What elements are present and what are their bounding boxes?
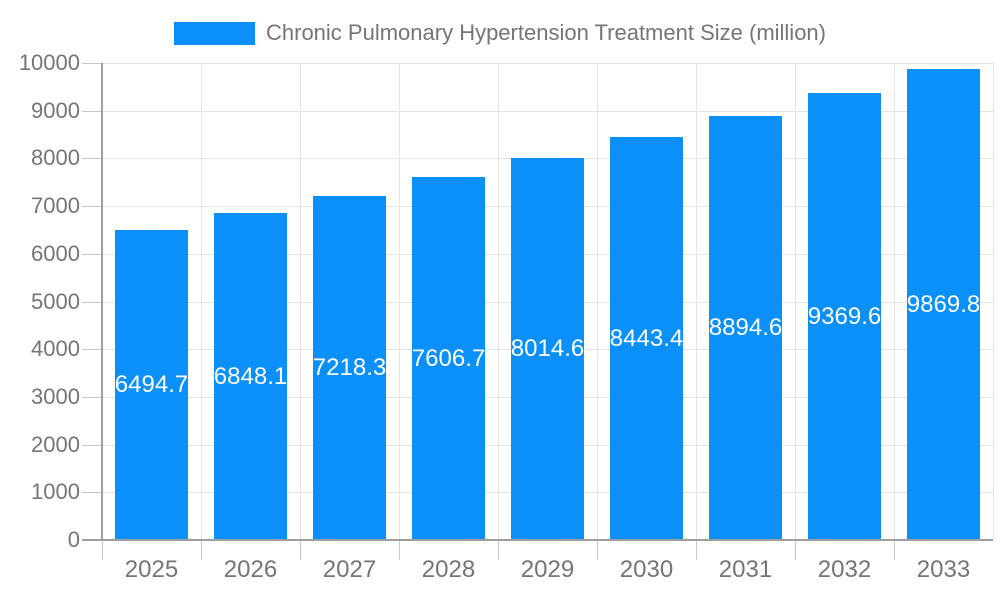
x-tick-label: 2032 (817, 556, 872, 583)
x-tick-label: 2033 (916, 556, 971, 583)
y-axis-tick (82, 397, 102, 398)
x-tick-label: 2031 (718, 556, 773, 583)
v-gridline (597, 63, 598, 540)
x-axis-tick (795, 540, 796, 560)
bar-2026[interactable] (214, 213, 287, 540)
bar-2029[interactable] (511, 158, 584, 540)
y-axis-tick (82, 445, 102, 446)
bar-2030[interactable] (610, 137, 683, 540)
x-axis-tick (894, 540, 895, 560)
bar-value-label: 7218.3 (312, 354, 387, 381)
v-gridline (795, 63, 796, 540)
bar-value-label: 6848.1 (213, 362, 288, 390)
x-axis-tick (498, 540, 499, 560)
x-axis-tick (300, 540, 301, 560)
bar-2033[interactable] (907, 69, 980, 540)
x-tick-label: 2028 (421, 556, 476, 583)
y-tick-label: 8000 (31, 145, 80, 170)
y-axis-tick (82, 302, 102, 303)
legend[interactable]: Chronic Pulmonary Hypertension Treatment… (0, 20, 1000, 46)
y-axis-line (101, 63, 103, 540)
y-tick-label: 9000 (31, 98, 80, 123)
x-tick-label: 2029 (520, 556, 575, 583)
y-axis-tick (82, 63, 102, 64)
bar-value-label: 8014.6 (510, 335, 585, 362)
bar-2032[interactable] (808, 93, 881, 540)
bar-value-label: 8443.4 (609, 324, 684, 352)
v-gridline (696, 63, 697, 540)
bar-value-label: 8894.6 (708, 314, 783, 341)
y-axis-tick (82, 111, 102, 112)
v-gridline (300, 63, 301, 540)
x-axis-line (82, 539, 993, 541)
bar-value-label: 9369.6 (807, 302, 882, 330)
bar-2027[interactable] (313, 196, 386, 540)
h-gridline (102, 63, 993, 64)
x-axis-tick (201, 540, 202, 560)
x-axis-tick (399, 540, 400, 560)
x-tick-label: 2030 (619, 556, 674, 583)
v-gridline (399, 63, 400, 540)
legend-label: Chronic Pulmonary Hypertension Treatment… (266, 20, 826, 45)
bar-2031[interactable] (709, 116, 782, 540)
y-axis-tick (82, 349, 102, 350)
v-gridline (993, 63, 994, 540)
y-axis-tick (82, 158, 102, 159)
h-gridline (102, 111, 993, 112)
y-tick-label: 6000 (31, 241, 80, 266)
bar-value-label: 6494.7 (114, 371, 189, 398)
y-tick-label: 4000 (31, 336, 80, 361)
y-tick-label: 2000 (31, 432, 80, 457)
y-axis-tick (82, 206, 102, 207)
v-gridline (894, 63, 895, 540)
x-tick-label: 2025 (124, 556, 179, 583)
y-tick-label: 5000 (31, 289, 80, 314)
x-tick-label: 2027 (322, 556, 377, 583)
v-gridline (201, 63, 202, 540)
y-axis-tick (82, 492, 102, 493)
bar-value-label: 9869.8 (906, 290, 981, 318)
y-tick-label: 7000 (31, 193, 80, 218)
x-axis-tick (102, 540, 103, 560)
y-tick-label: 10000 (18, 50, 80, 75)
y-tick-label: 0 (67, 527, 80, 552)
bar-2025[interactable] (115, 230, 188, 540)
x-axis-tick (696, 540, 697, 560)
v-gridline (498, 63, 499, 540)
y-tick-label: 3000 (31, 384, 80, 409)
legend-swatch-icon (174, 21, 255, 45)
y-tick-label: 1000 (31, 479, 80, 504)
y-axis-tick (82, 254, 102, 255)
bar-value-label: 7606.7 (411, 344, 486, 372)
x-axis-tick (597, 540, 598, 560)
bar-2028[interactable] (412, 177, 485, 540)
x-tick-label: 2026 (223, 556, 278, 583)
